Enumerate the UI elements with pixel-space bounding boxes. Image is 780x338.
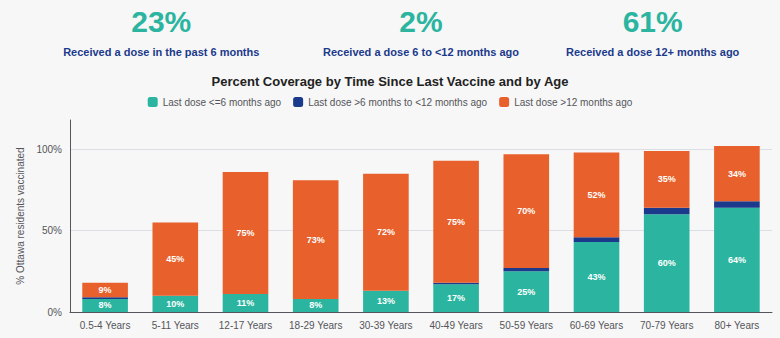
svg-text:Last dose >12 months ago: Last dose >12 months ago [514,97,633,108]
svg-text:61%: 61% [623,5,683,38]
svg-text:Last dose <=6 months ago: Last dose <=6 months ago [163,97,282,108]
svg-text:Received a dose in the past 6: Received a dose in the past 6 months [63,46,259,58]
svg-text:70-79 Years: 70-79 Years [640,320,693,331]
svg-text:Received a dose 12+ months ago: Received a dose 12+ months ago [566,46,740,58]
svg-text:0.5-4 Years: 0.5-4 Years [80,320,131,331]
svg-text:75%: 75% [447,217,465,227]
svg-text:13%: 13% [377,296,395,306]
svg-text:72%: 72% [377,227,395,237]
svg-text:8%: 8% [99,300,112,310]
svg-text:40-49 Years: 40-49 Years [429,320,482,331]
svg-text:Last dose >6 months to <12 mon: Last dose >6 months to <12 months ago [308,97,487,108]
svg-text:23%: 23% [131,5,191,38]
svg-text:2%: 2% [399,5,442,38]
svg-text:60-69 Years: 60-69 Years [570,320,623,331]
svg-text:34%: 34% [728,169,746,179]
svg-text:45%: 45% [166,254,184,264]
svg-text:73%: 73% [307,235,325,245]
svg-text:10%: 10% [166,299,184,309]
svg-text:5-11 Years: 5-11 Years [152,320,199,331]
svg-text:52%: 52% [587,190,605,200]
svg-text:8%: 8% [309,300,322,310]
svg-text:12-17 Years: 12-17 Years [219,320,272,331]
svg-text:64%: 64% [728,255,746,265]
svg-text:25%: 25% [517,287,535,297]
svg-text:17%: 17% [447,293,465,303]
svg-text:0%: 0% [48,307,63,318]
svg-text:35%: 35% [658,174,676,184]
svg-text:Percent Coverage by Time Since: Percent Coverage by Time Since Last Vacc… [212,74,569,89]
svg-text:Received a dose 6 to <12 month: Received a dose 6 to <12 months ago [323,46,519,58]
svg-text:43%: 43% [587,272,605,282]
svg-text:30-39 Years: 30-39 Years [359,320,412,331]
svg-text:50%: 50% [42,225,62,236]
svg-text:11%: 11% [237,298,255,308]
svg-text:% Ottawa residents vaccinated: % Ottawa residents vaccinated [15,147,26,284]
svg-text:100%: 100% [36,144,62,155]
svg-text:60%: 60% [658,258,676,268]
svg-text:70%: 70% [517,206,535,216]
svg-text:9%: 9% [99,285,112,295]
svg-text:50-59 Years: 50-59 Years [500,320,553,331]
svg-text:75%: 75% [236,228,254,238]
svg-text:80+ Years: 80+ Years [715,320,760,331]
svg-text:18-29 Years: 18-29 Years [289,320,342,331]
